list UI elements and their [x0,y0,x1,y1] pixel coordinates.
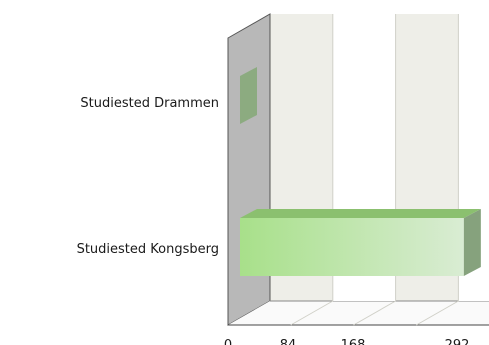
x-tick-label: 292 [445,338,470,345]
x-tick-label: 168 [341,338,366,345]
bar [240,209,481,276]
x-tick-label: 0 [224,338,232,345]
bar [240,67,257,124]
floor-gridline [290,300,334,326]
category-label: Studiested Kongsberg [77,242,219,257]
bar-top [240,209,481,218]
floor-gridline [416,300,459,326]
bar-end [463,209,481,276]
side-wall [227,13,271,326]
floor-gridline [353,300,396,326]
bar-front [240,218,464,276]
bars [240,67,481,276]
x-tick-label: 84 [280,338,297,345]
category-labels: Studiested Drammen Studiested Kongsberg [77,96,219,257]
bar-side [240,67,257,124]
floor [228,301,489,325]
x-tick-labels: 0 84 168 292 [224,338,470,345]
category-label: Studiested Drammen [80,96,219,111]
